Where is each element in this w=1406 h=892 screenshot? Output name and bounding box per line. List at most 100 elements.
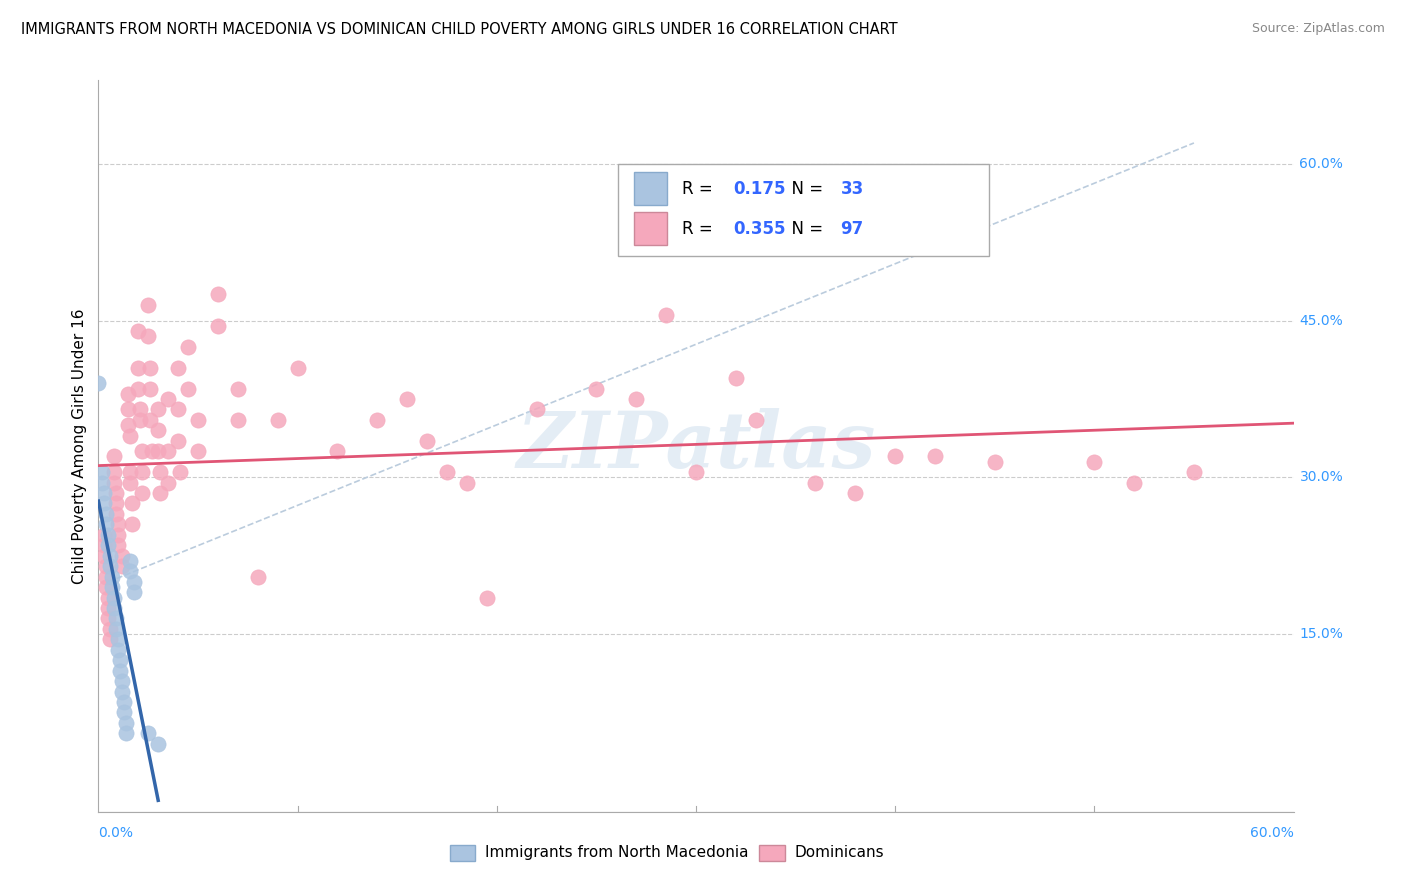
Text: ZIPatlas: ZIPatlas [516, 408, 876, 484]
Point [124, 585, 146, 599]
Point [96, 569, 118, 583]
Text: 97: 97 [841, 219, 863, 238]
Point [105, 507, 128, 521]
Point [1123, 475, 1146, 490]
Point [475, 591, 498, 605]
Point [148, 423, 170, 437]
Point [103, 475, 125, 490]
Point [87, 376, 110, 391]
Point [110, 653, 132, 667]
Point [103, 450, 125, 464]
Point [626, 392, 648, 406]
Point [177, 340, 200, 354]
Point [96, 559, 118, 574]
Point [685, 465, 707, 479]
Text: 0.355: 0.355 [733, 219, 786, 238]
Point [585, 382, 607, 396]
Point [105, 496, 128, 510]
Text: R =: R = [682, 179, 717, 197]
Point [136, 726, 159, 740]
Point [129, 402, 152, 417]
Point [326, 444, 349, 458]
Point [124, 574, 146, 589]
Point [97, 611, 120, 625]
Text: 45.0%: 45.0% [1299, 314, 1343, 327]
Point [93, 538, 115, 552]
Point [112, 695, 135, 709]
Point [139, 382, 162, 396]
Point [120, 554, 142, 568]
Point [157, 444, 180, 458]
Point [246, 569, 269, 583]
Point [97, 528, 120, 542]
Point [110, 664, 132, 678]
Text: N =: N = [780, 179, 828, 197]
Point [103, 601, 125, 615]
Point [105, 622, 128, 636]
Point [120, 465, 142, 479]
Point [416, 434, 439, 448]
Point [456, 475, 478, 490]
Point [267, 413, 290, 427]
Point [97, 591, 120, 605]
Point [157, 392, 180, 406]
Point [984, 455, 1007, 469]
Point [396, 392, 419, 406]
Text: R =: R = [682, 219, 717, 238]
Point [366, 413, 388, 427]
Point [884, 450, 907, 464]
Point [136, 298, 159, 312]
Point [436, 465, 458, 479]
Point [526, 402, 548, 417]
Point [101, 569, 124, 583]
Point [96, 517, 118, 532]
Point [120, 428, 142, 442]
Point [107, 528, 129, 542]
Point [924, 450, 946, 464]
Point [804, 475, 827, 490]
Point [115, 715, 138, 730]
Point [98, 632, 122, 647]
Point [207, 287, 229, 301]
Text: N =: N = [780, 219, 828, 238]
FancyBboxPatch shape [619, 164, 988, 256]
Point [107, 538, 129, 552]
Point [120, 565, 142, 579]
Point [141, 444, 163, 458]
Point [93, 486, 115, 500]
Point [131, 465, 153, 479]
Text: 15.0%: 15.0% [1299, 627, 1343, 641]
Point [226, 382, 249, 396]
Point [139, 360, 162, 375]
Point [103, 465, 125, 479]
Point [127, 382, 149, 396]
Point [117, 418, 139, 433]
Point [117, 402, 139, 417]
Point [107, 632, 129, 647]
Point [207, 318, 229, 333]
Text: 0.175: 0.175 [733, 179, 786, 197]
Point [93, 496, 115, 510]
Point [98, 559, 122, 574]
Point [121, 496, 143, 510]
Point [105, 486, 128, 500]
Point [98, 549, 122, 563]
Point [127, 324, 149, 338]
Point [169, 465, 191, 479]
Point [167, 402, 190, 417]
Point [96, 507, 118, 521]
Text: Dominicans: Dominicans [794, 846, 884, 860]
Text: 60.0%: 60.0% [1299, 157, 1343, 171]
Point [111, 559, 134, 574]
Point [226, 413, 249, 427]
Point [121, 517, 143, 532]
Point [844, 486, 866, 500]
Point [96, 580, 118, 594]
Point [177, 382, 200, 396]
Text: Source: ZipAtlas.com: Source: ZipAtlas.com [1251, 22, 1385, 36]
Point [655, 309, 678, 323]
Point [107, 642, 129, 657]
Point [127, 360, 149, 375]
Point [103, 591, 125, 605]
Text: 60.0%: 60.0% [1250, 826, 1294, 840]
